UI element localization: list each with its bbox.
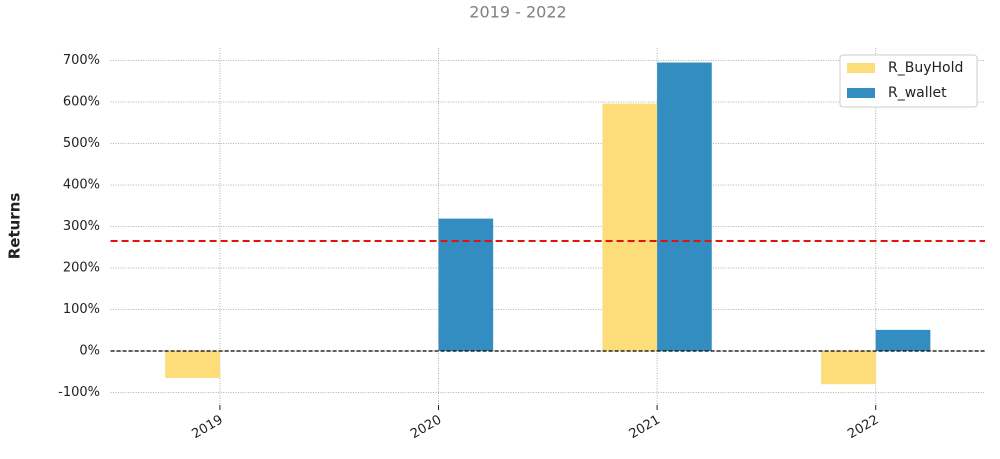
x-tick-label: 2020 (408, 413, 444, 443)
x-tick-label: 2019 (189, 413, 225, 443)
bar (438, 218, 494, 352)
y-tick-label: 400% (63, 177, 100, 192)
bar (165, 351, 220, 379)
y-axis-label: Returns (6, 193, 24, 260)
y-tick-label: 200% (63, 261, 100, 276)
y-tick-label: 500% (63, 136, 100, 151)
chart-subtitle: 2019 - 2022 (469, 3, 566, 22)
legend-swatch (847, 63, 875, 73)
y-tick-label: 700% (63, 53, 100, 68)
bar (602, 103, 658, 352)
legend-label: R_BuyHold (888, 60, 963, 76)
y-tick-label: 0% (79, 344, 100, 359)
y-tick-label: -100% (58, 385, 100, 400)
y-tick-label: 100% (63, 302, 100, 317)
bar (875, 329, 931, 352)
y-tick-label: 600% (63, 94, 100, 109)
x-tick-label: 2022 (845, 413, 881, 443)
legend-swatch (847, 88, 875, 98)
y-tick-label: 300% (63, 219, 100, 234)
bar (657, 62, 712, 352)
x-tick-label: 2021 (627, 413, 663, 443)
bar (821, 351, 876, 385)
legend-label: R_wallet (888, 85, 947, 101)
